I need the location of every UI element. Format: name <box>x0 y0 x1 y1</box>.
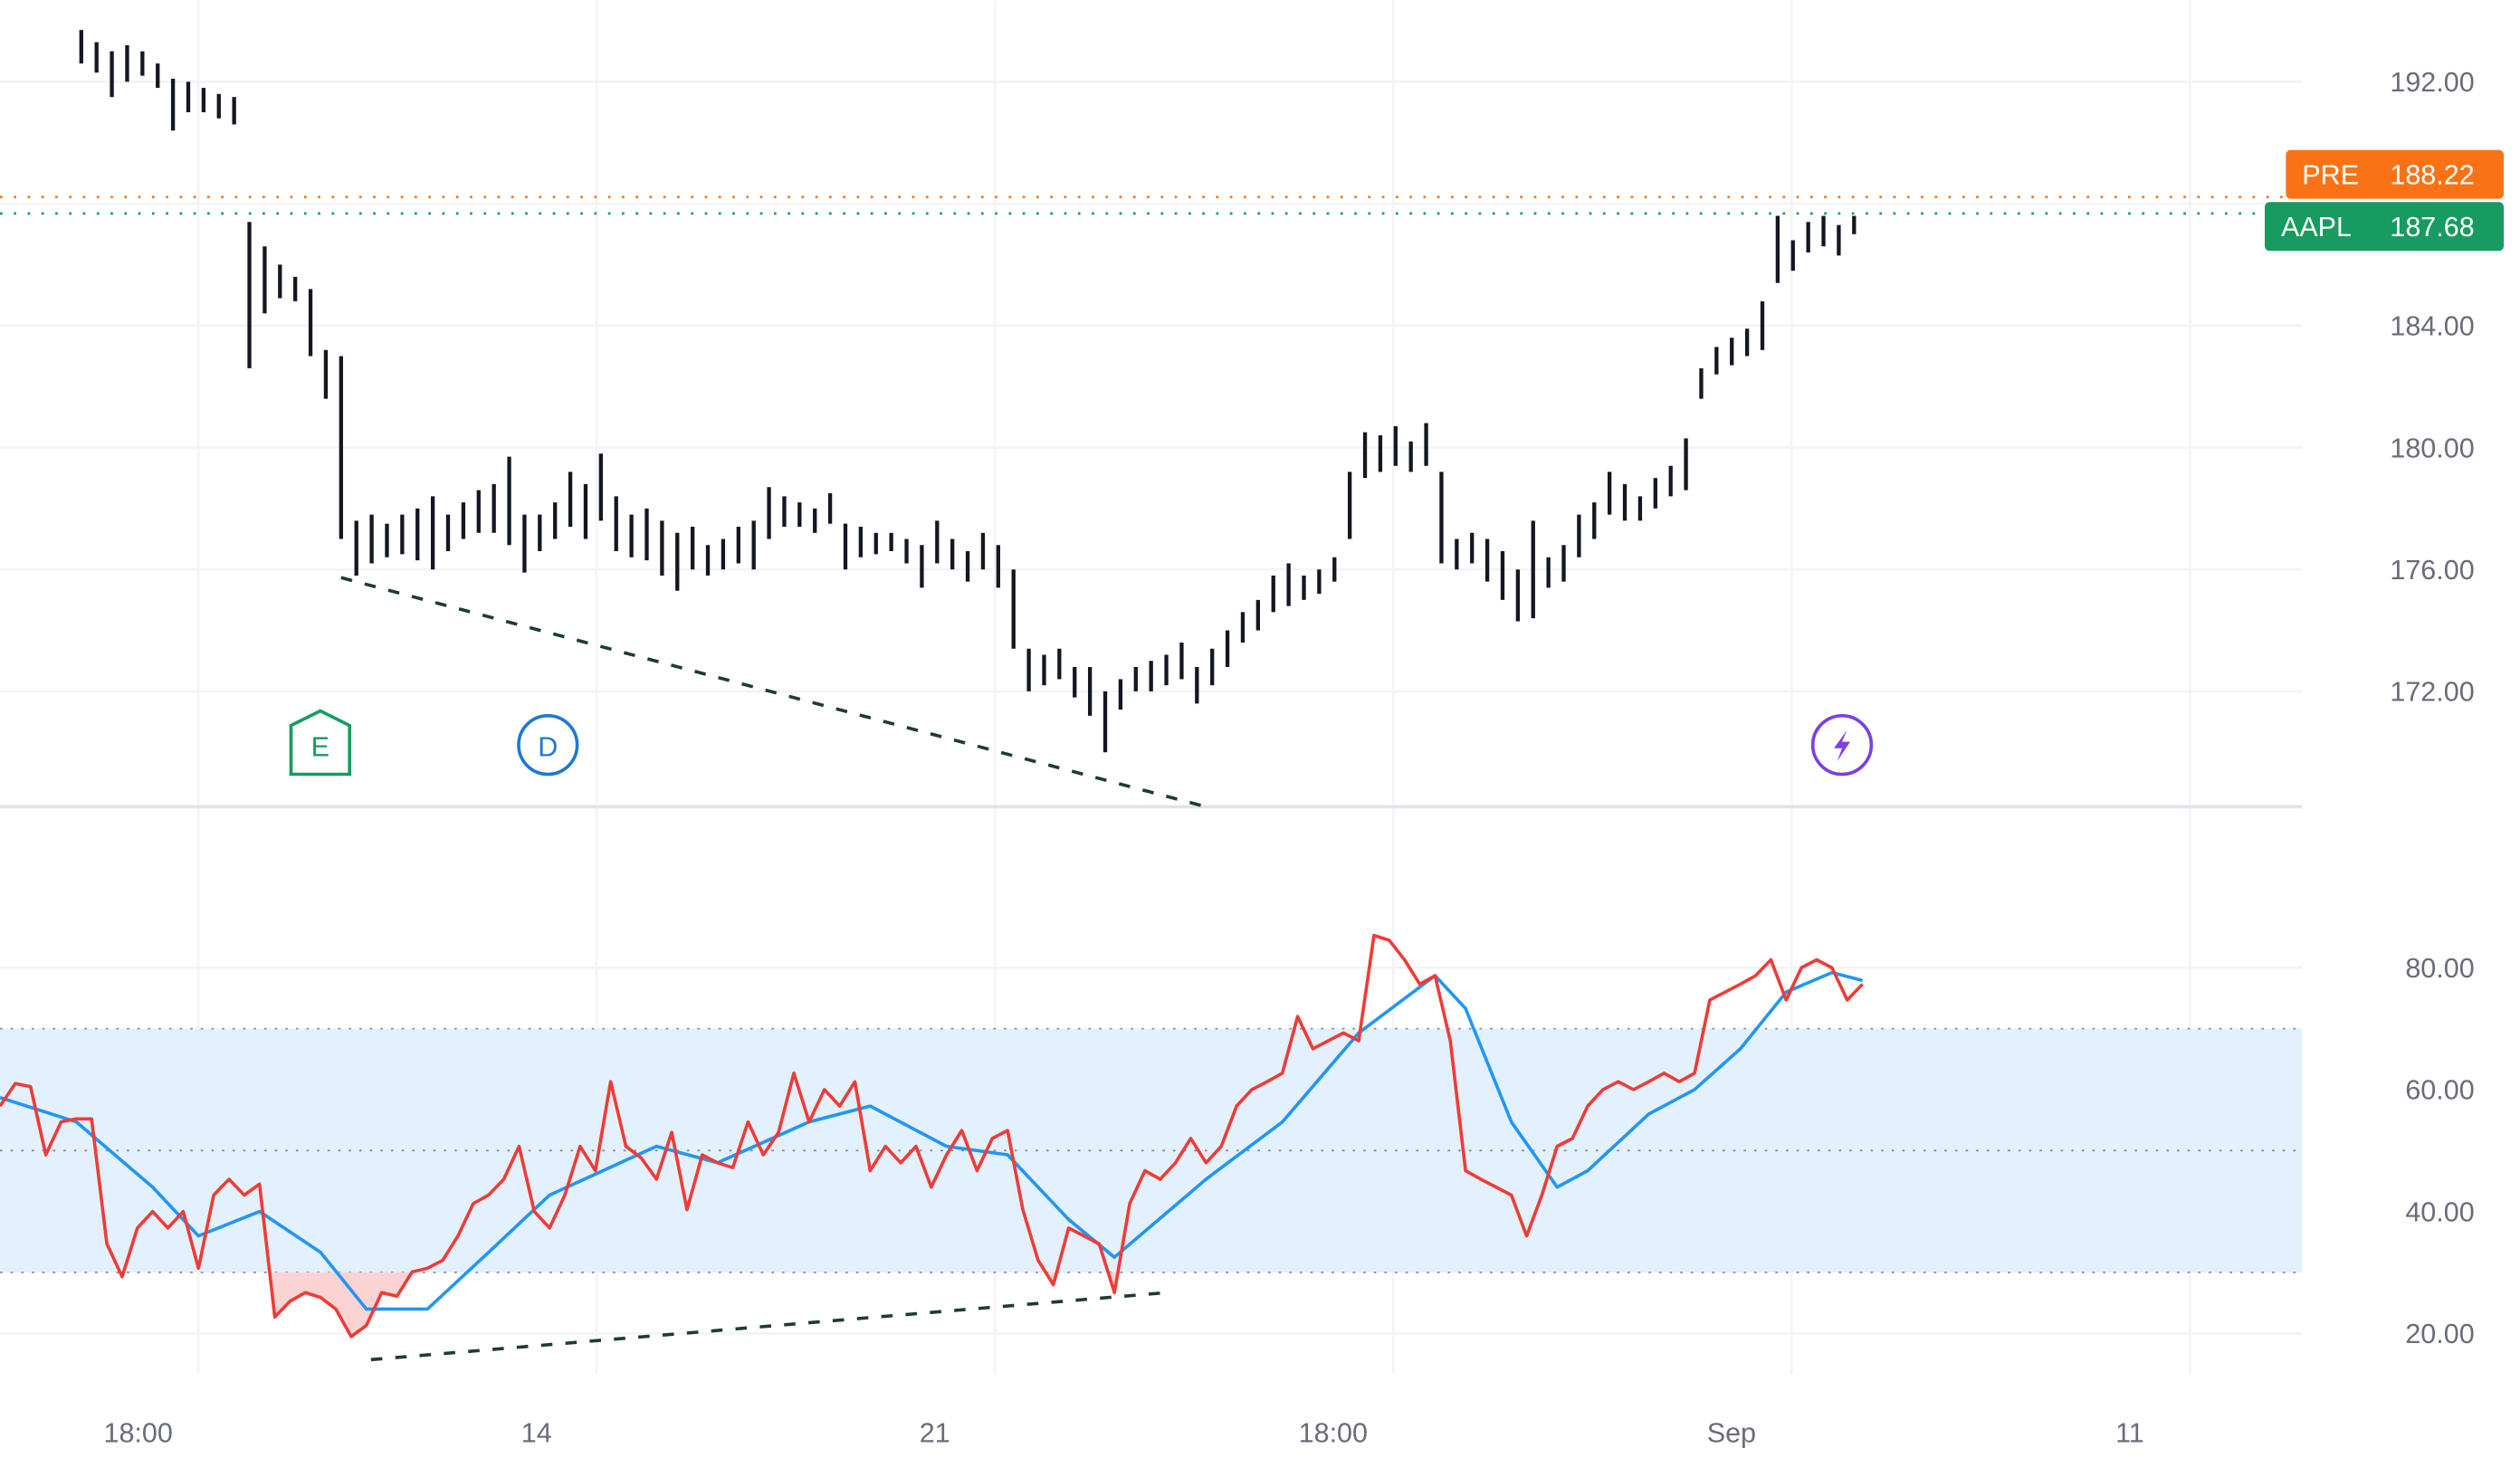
rsi-trendline[interactable] <box>370 1291 1167 1362</box>
rsi-lines <box>0 933 1864 1339</box>
earnings-letter: E <box>311 732 329 763</box>
last-price-value: 187.68 <box>2390 212 2474 243</box>
news-marker[interactable] <box>1810 714 1874 777</box>
price-axis-label: 180.00 <box>2390 433 2474 463</box>
price-lines <box>0 195 2303 215</box>
price-axis-label: 176.00 <box>2390 555 2474 586</box>
rsi-band-fill <box>0 1028 2303 1273</box>
axes: 192.00 184.00 180.00 176.00 172.00 80.00 60.00… <box>103 67 2474 1449</box>
pre-label: PRE <box>2302 160 2359 191</box>
time-axis-label: 11 <box>2115 1418 2144 1449</box>
earnings-icon <box>289 709 351 777</box>
rsi-line <box>0 933 1864 1339</box>
pre-price-pill: PRE 188.22 <box>2286 149 2505 199</box>
rsi-moving-average-line <box>0 970 1864 1311</box>
time-axis-label: Sep <box>1707 1418 1756 1449</box>
earnings-marker[interactable]: E <box>289 709 351 777</box>
dividend-letter: D <box>538 732 558 763</box>
price-bars <box>79 30 1857 753</box>
price-axis-label: 172.00 <box>2390 677 2474 708</box>
price-axis-label: 184.00 <box>2390 311 2474 342</box>
time-axis-label: 14 <box>521 1418 552 1449</box>
symbol-label: AAPL <box>2281 212 2352 243</box>
time-axis-label: 18:00 <box>1299 1418 1368 1449</box>
price-axis-label: 192.00 <box>2390 67 2474 98</box>
rsi-axis-label: 20.00 <box>2405 1319 2474 1349</box>
last-price-pill: AAPL 187.68 <box>2265 202 2505 252</box>
lightning-icon <box>1834 730 1850 762</box>
rsi-axis-label: 40.00 <box>2405 1196 2474 1227</box>
rsi-bands <box>0 1027 2303 1273</box>
price-trendline[interactable] <box>340 576 1213 810</box>
dividend-icon <box>517 714 579 777</box>
trendlines[interactable] <box>340 576 1213 1362</box>
rsi-oversold-fill <box>0 1272 1863 1337</box>
time-axis-label: 21 <box>920 1418 950 1449</box>
rsi-axis-label: 80.00 <box>2405 953 2474 984</box>
dividend-marker[interactable]: D <box>517 714 579 777</box>
time-axis-label: 18:00 <box>103 1418 172 1449</box>
rsi-axis-label: 60.00 <box>2405 1075 2474 1106</box>
pre-value: 188.22 <box>2390 160 2474 191</box>
